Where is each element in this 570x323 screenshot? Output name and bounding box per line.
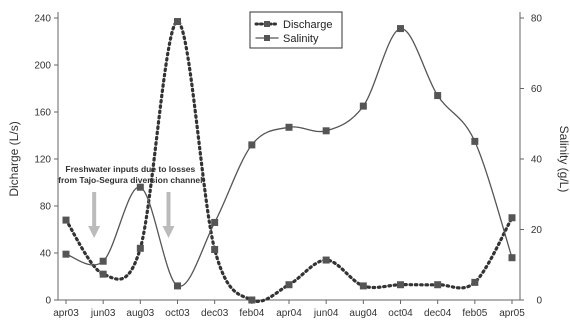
discharge-point: [434, 281, 442, 289]
x-tick-label: jun03: [90, 308, 116, 319]
series-group: [62, 18, 516, 304]
discharge-point: [99, 270, 107, 278]
annotation-text: Freshwater inputs due to losses: [65, 164, 195, 174]
left-tick-label: 0: [45, 296, 51, 307]
left-tick-label: 200: [34, 61, 51, 72]
discharge-point: [285, 281, 293, 289]
salinity-point: [174, 282, 181, 290]
legend-box: [249, 11, 343, 49]
salinity-point: [211, 218, 219, 226]
discharge-point: [359, 282, 367, 290]
legend-group: Discharge Salinity: [249, 11, 343, 49]
salinity-point: [136, 183, 144, 191]
salinity-point: [434, 92, 442, 100]
discharge-point: [322, 256, 330, 264]
x-tick-label: feb05: [462, 308, 487, 319]
salinity-point: [322, 127, 330, 135]
axes-group: 0 40 80 120 160 200 240 0 20 40 60 80 apr03 jun03 aug0…: [7, 12, 570, 319]
right-tick-label: 60: [531, 84, 543, 95]
x-tick-label: apr03: [53, 308, 79, 319]
discharge-point: [62, 216, 70, 224]
discharge-point: [174, 18, 181, 26]
right-tick-label: 0: [536, 296, 542, 307]
discharge-point: [211, 245, 219, 253]
discharge-point: [397, 281, 404, 289]
legend-salinity-swatch-marker: [264, 35, 270, 41]
x-tick-label: aug03: [126, 308, 154, 319]
salinity-point: [397, 25, 404, 33]
salinity-point: [359, 102, 367, 110]
right-tick-label: 20: [531, 225, 543, 236]
left-tick-label: 160: [34, 108, 51, 119]
discharge-point: [471, 278, 479, 286]
x-tick-label: feb04: [239, 308, 264, 319]
left-tick-label: 120: [34, 155, 51, 166]
discharge-point: [136, 244, 144, 252]
x-tick-label: dec03: [201, 308, 229, 319]
salinity-point: [471, 137, 479, 145]
salinity-line: [65, 27, 513, 287]
salinity-point: [62, 250, 70, 258]
annotation-arrow-head: [88, 226, 101, 238]
annotation-text: from Tajo-Segura diversion channel: [58, 175, 202, 185]
left-tick-label: 240: [34, 14, 51, 25]
left-axis-title: Dicharge (L/s): [7, 121, 21, 196]
x-tick-label: oct03: [165, 308, 190, 319]
discharge-point: [248, 296, 256, 304]
x-tick-label: apr04: [276, 308, 302, 319]
salinity-point: [285, 123, 293, 131]
left-tick-label: 40: [40, 249, 52, 260]
discharge-point: [508, 214, 516, 222]
salinity-point: [248, 141, 256, 149]
legend-discharge-swatch-marker: [264, 21, 270, 27]
discharge-line: [64, 19, 514, 303]
x-tick-label: dec04: [424, 308, 452, 319]
right-tick-label: 40: [531, 155, 543, 166]
left-tick-label: 80: [40, 202, 52, 213]
x-tick-label: oct04: [388, 308, 413, 319]
x-tick-label: aug04: [349, 308, 377, 319]
right-axis-title: Salinity (g/L): [557, 126, 570, 193]
annotation-arrow-head: [162, 226, 175, 238]
x-tick-label: jun04: [313, 308, 339, 319]
legend-discharge-label: Discharge: [283, 19, 333, 31]
legend-salinity-label: Salinity: [283, 33, 319, 45]
right-tick-label: 80: [531, 14, 543, 25]
salinity-point: [99, 257, 107, 265]
x-tick-label: apr05: [499, 308, 525, 319]
salinity-point: [508, 254, 516, 262]
